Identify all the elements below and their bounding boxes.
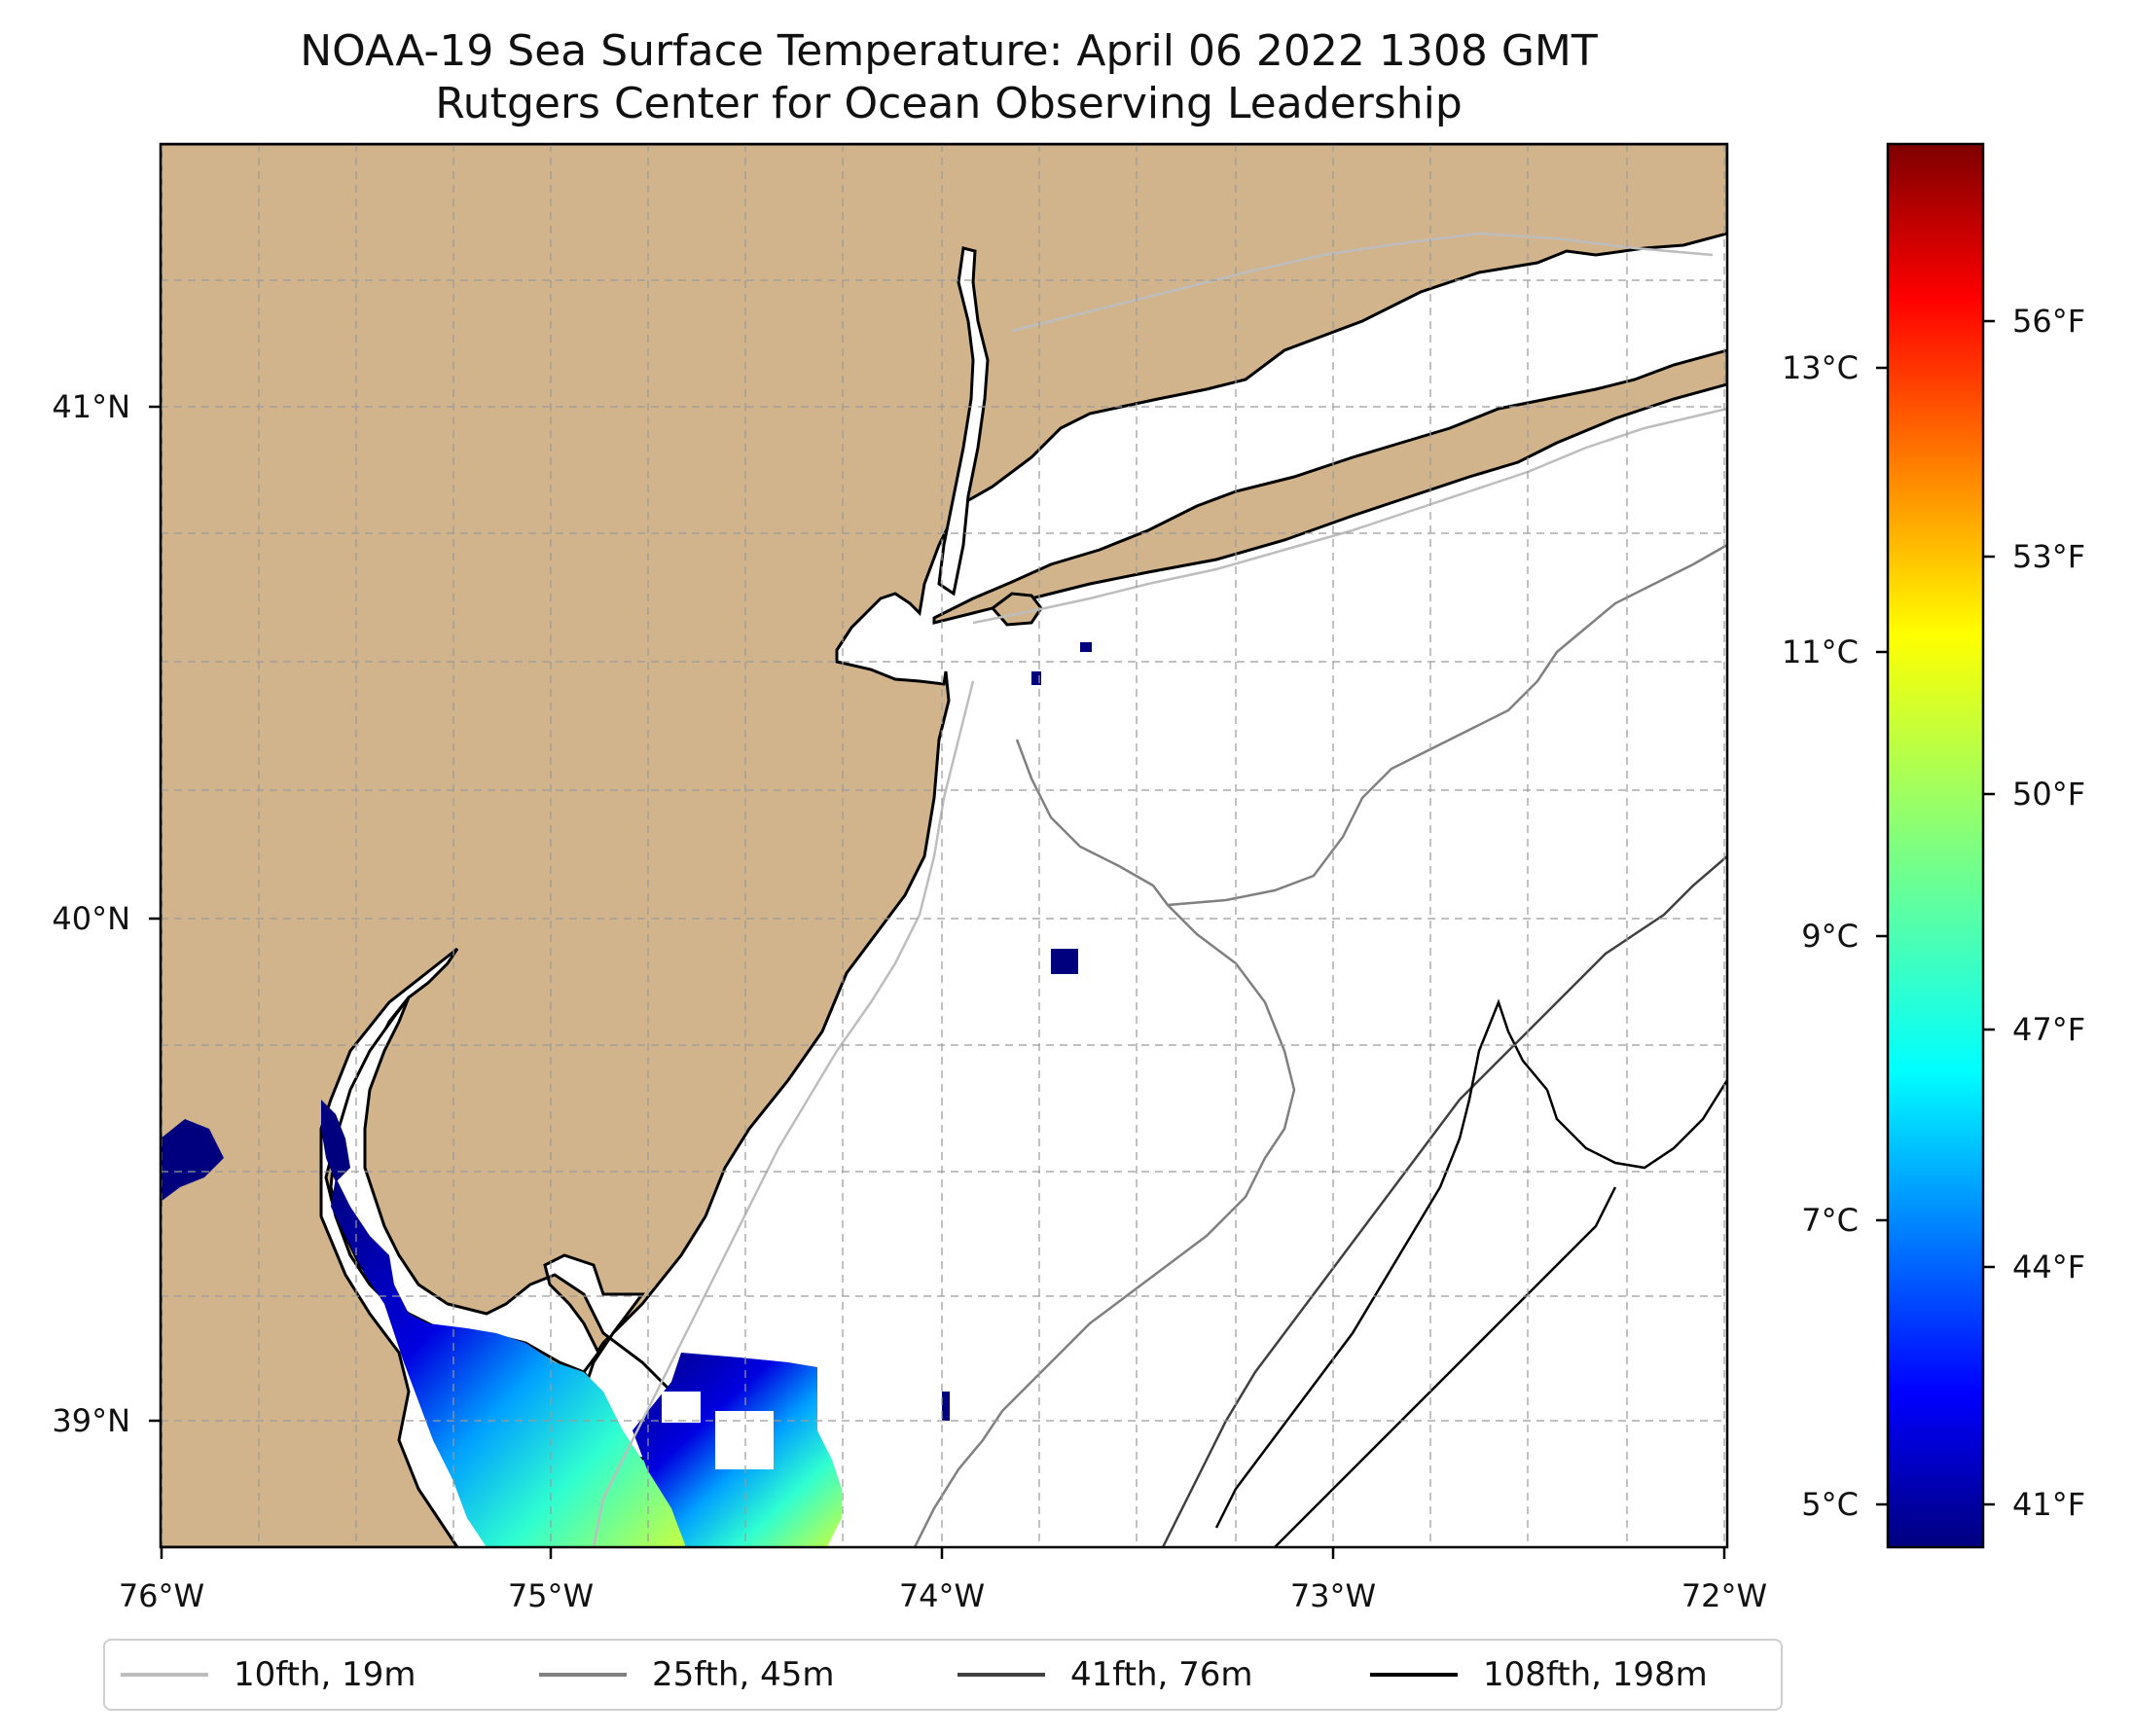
sst-speck-1 [1031,671,1041,685]
sst-cloud-gap-1 [662,1392,701,1423]
colorbar-label-11c: 11°C [1781,633,1859,670]
legend-entry-108fth: 108fth, 198m [1370,1641,1708,1709]
sst-speck-2 [1080,642,1092,652]
lon-tick-76w: 76°W [118,1577,205,1614]
lon-tick-75w: 75°W [507,1577,595,1614]
land-mainland [161,144,1727,1547]
lat-tick-41n: 41°N [52,388,130,425]
colorbar-label-41f: 41°F [2012,1486,2086,1523]
colorbar [1886,142,1985,1549]
sst-cloud-gap-2 [715,1411,774,1469]
bathymetry-legend: 10fth, 19m 25fth, 45m 41fth, 76m 108fth,… [103,1639,1783,1711]
sst-speck-4 [942,1392,950,1421]
colorbar-label-13c: 13°C [1781,349,1859,386]
contour-108fth [1214,998,1727,1547]
legend-label-108fth: 108fth, 198m [1483,1655,1708,1694]
lon-tick-73w: 73°W [1289,1577,1377,1614]
lon-tick-74w: 74°W [898,1577,986,1614]
sst-data-patch [331,1177,686,1547]
colorbar-label-9c: 9°C [1801,918,1859,955]
legend-entry-41fth: 41fth, 76m [958,1641,1253,1709]
map-frame [159,142,1729,1549]
sst-speck-3 [1051,949,1078,974]
lon-tick-72w: 72°W [1680,1577,1768,1614]
colorbar-label-47f: 47°F [2012,1011,2086,1048]
land-long-island [932,348,1727,625]
colorbar-label-44f: 44°F [2012,1248,2086,1285]
lat-tick-40n: 40°N [52,900,130,937]
sst-data-patch-upper-bay [321,1100,350,1182]
legend-swatch-25fth [539,1673,627,1677]
legend-label-41fth: 41fth, 76m [1070,1655,1253,1694]
axis-ticks [149,405,1726,1559]
contour-41fth [1161,855,1727,1547]
hudson-river [937,246,990,597]
sst-data-patch-chesapeake [161,1119,224,1202]
legend-entry-25fth: 25fth, 45m [539,1641,835,1709]
legend-label-10fth: 10fth, 19m [234,1655,416,1694]
colorbar-label-7c: 7°C [1801,1202,1859,1239]
colorbar-label-50f: 50°F [2012,776,2086,813]
legend-entry-10fth: 10fth, 19m [121,1641,416,1709]
colorbar-label-56f: 56°F [2012,303,2086,340]
contour-25fth [913,543,1727,1547]
colorbar-ticks [1876,319,1995,1506]
legend-swatch-41fth [958,1673,1045,1677]
colorbar-label-53f: 53°F [2012,538,2086,575]
map-title-line-2: Rutgers Center for Ocean Observing Leade… [435,79,1463,128]
lat-tick-39n: 39°N [52,1402,130,1439]
legend-swatch-10fth [121,1673,208,1677]
map-title-line-1: NOAA-19 Sea Surface Temperature: April 0… [300,26,1598,76]
legend-label-25fth: 25fth, 45m [652,1655,835,1694]
legend-swatch-108fth [1370,1673,1458,1677]
colorbar-label-5c: 5°C [1801,1486,1859,1523]
